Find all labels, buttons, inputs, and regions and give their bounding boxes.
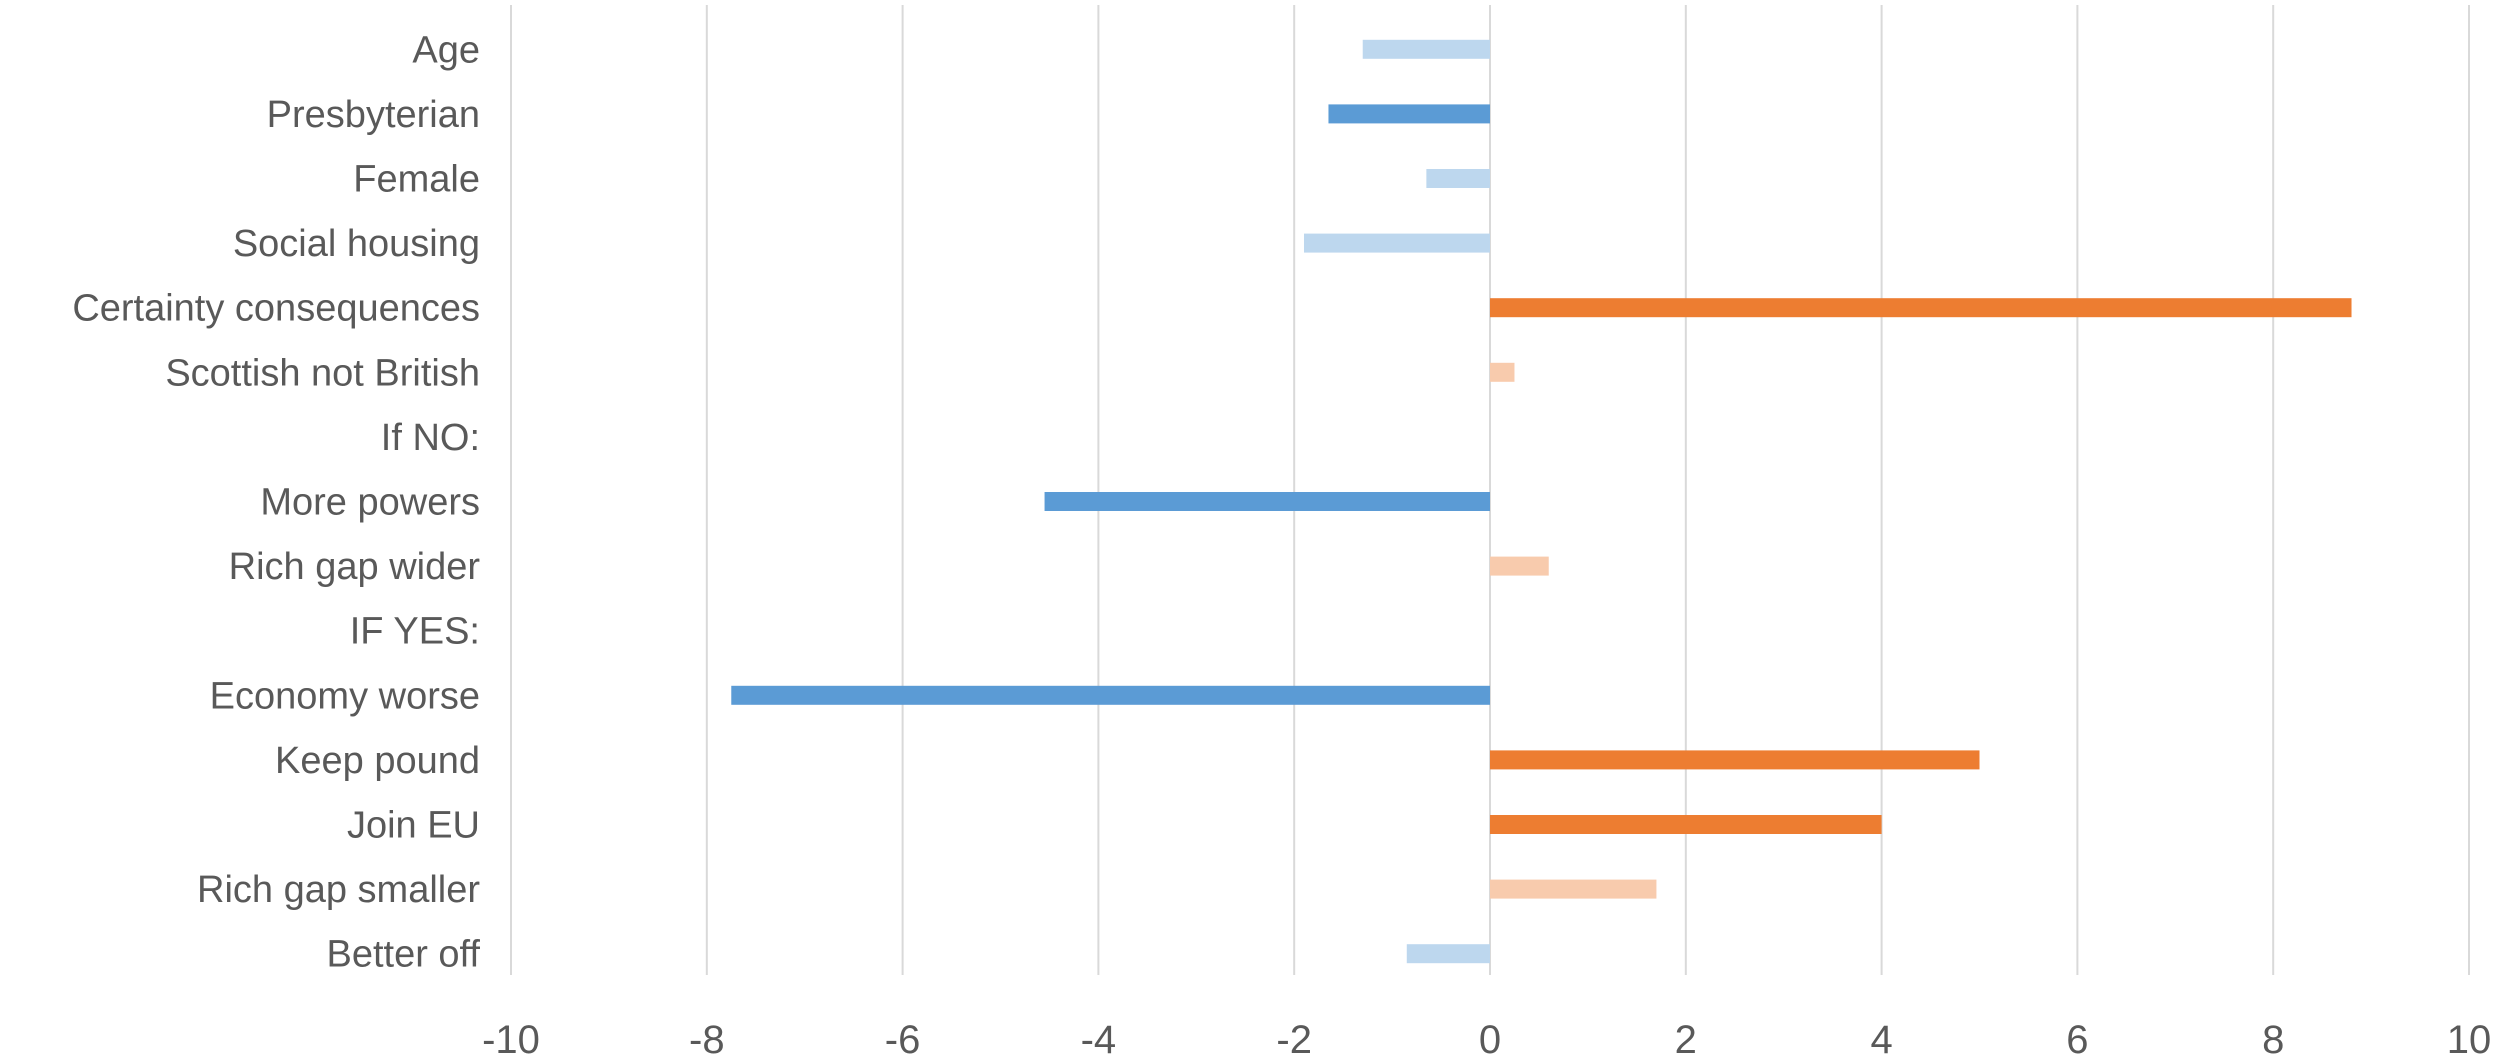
category-label: Certainty consequences bbox=[72, 288, 480, 330]
category-label: Rich gap smaller bbox=[197, 869, 480, 911]
bar bbox=[1490, 362, 1515, 382]
x-tick-label: 0 bbox=[1479, 1018, 1501, 1056]
category-label: Join EU bbox=[347, 805, 480, 847]
category-label: If NO: bbox=[381, 417, 480, 459]
x-tick-label: 8 bbox=[2262, 1018, 2284, 1056]
category-label: Social housing bbox=[233, 223, 480, 265]
x-tick-label: 10 bbox=[2447, 1018, 2492, 1056]
category-label: Age bbox=[412, 29, 480, 71]
bar bbox=[1490, 879, 1657, 899]
x-tick-label: -4 bbox=[1081, 1018, 1117, 1056]
x-tick-label: -6 bbox=[885, 1018, 921, 1056]
bar bbox=[1406, 944, 1490, 964]
x-tick-label: -2 bbox=[1276, 1018, 1312, 1056]
gridlines bbox=[510, 5, 2470, 975]
category-label: Rich gap wider bbox=[229, 546, 481, 588]
bar bbox=[1490, 556, 1549, 576]
category-label: More powers bbox=[260, 482, 480, 524]
category-label: Keep pound bbox=[275, 740, 480, 782]
x-tick-label: 4 bbox=[1870, 1018, 1892, 1056]
bar bbox=[1303, 233, 1490, 253]
x-tick-label: -8 bbox=[689, 1018, 725, 1056]
category-label: Scottish not British bbox=[165, 352, 480, 394]
bar bbox=[1426, 169, 1490, 188]
category-label: Economy worse bbox=[210, 675, 480, 717]
category-label: Presbyterian bbox=[267, 94, 480, 136]
bar bbox=[1490, 815, 1882, 834]
x-tick-label: 2 bbox=[1675, 1018, 1697, 1056]
category-label: Better off bbox=[326, 934, 480, 976]
bar bbox=[1328, 104, 1490, 124]
bar bbox=[1362, 39, 1490, 59]
bars bbox=[731, 39, 2352, 964]
bar bbox=[1490, 750, 1980, 770]
category-label: Female bbox=[353, 159, 480, 201]
x-tick-label: 6 bbox=[2066, 1018, 2088, 1056]
x-tick-label: -10 bbox=[482, 1018, 540, 1056]
bar bbox=[1044, 492, 1490, 511]
category-labels: Age Presbyterian Female Social housing Certa… bbox=[72, 29, 480, 975]
x-axis-tick-labels: -10 -8 -6 -4 -2 0 2 4 6 8 10 bbox=[482, 1018, 2491, 1056]
bar bbox=[1490, 298, 2352, 318]
category-label: IF YES: bbox=[350, 611, 480, 653]
bar bbox=[731, 685, 1490, 705]
